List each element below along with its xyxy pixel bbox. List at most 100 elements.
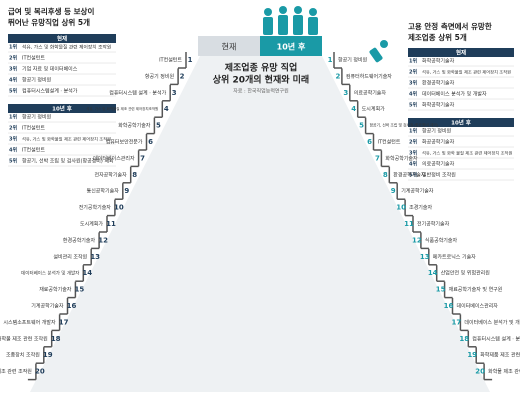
item-name: 화공공학기술자 <box>422 139 455 146</box>
item-name: IT컨설턴트 <box>22 55 45 62</box>
item-rank: 1위 <box>9 44 17 51</box>
stair-rank: 3 <box>343 89 348 97</box>
item-rank: 4위 <box>9 147 17 154</box>
stair-job: 데이터베이스 분석가 및 개발자 <box>21 270 80 277</box>
stair-job: 컴퓨터시스템 설계 · 분석가 <box>472 335 520 342</box>
stair-rank: 18 <box>459 335 469 343</box>
stair-rank: 15 <box>75 286 85 294</box>
item-name: 화학공학기술자 <box>422 58 455 65</box>
stair-rank: 8 <box>383 171 388 179</box>
stair-job: 전기공학기술자 <box>79 204 112 211</box>
stair-rank: 14 <box>428 269 438 277</box>
stair-job: 기계공학기술자 <box>401 188 434 195</box>
stair-rank: 3 <box>172 89 177 97</box>
stair-job: IT컨설턴트 <box>159 57 182 64</box>
stair-rank: 15 <box>436 286 446 294</box>
stair-rank: 10 <box>114 204 124 212</box>
item-rank: 5위 <box>409 172 417 179</box>
stair-job: 화학제품 제조 관련 조작원 <box>0 368 32 375</box>
stair-job: 재료공학기술자 및 연구원 <box>449 286 503 293</box>
stair-job: 도시계획가 <box>80 221 103 228</box>
item-name: 항공기, 선박 조립 및 검사원(항공정비) 제외 <box>22 158 114 165</box>
stair-job: 컴퓨터보안전문가 <box>106 139 143 146</box>
stair-job: 항공기, 선박 조립 및 검사원(항공정비 제외) <box>370 123 439 128</box>
stair-job: 설비관리 조작원 <box>53 253 87 260</box>
stair-rank: 7 <box>140 154 145 162</box>
stair-job: 산업안전 및 위험관리원 <box>441 270 491 277</box>
stair-job: 환경공학기술자 <box>393 171 426 178</box>
item-rank: 2위 <box>9 55 17 62</box>
left-box-title1: 급여 및 복리후생 등 보상이 <box>8 6 94 16</box>
tab-now: 현재 <box>222 43 237 52</box>
item-name: 항공기 정비원 <box>422 128 452 135</box>
section-header: 현재 <box>57 34 67 42</box>
item-name: 석유, 가스 및 화학물질 제조 관련 제어장치 조작원 <box>22 136 111 143</box>
stair-job: 도시계획가 <box>362 106 385 113</box>
item-rank: 4위 <box>9 77 17 84</box>
stair-job: 화학공학기술자 <box>385 155 418 162</box>
stair-rank: 4 <box>164 105 169 113</box>
left-box-title2: 뛰어난 유망직업 상위 5개 <box>8 17 90 27</box>
item-name: 석유, 가스 및 화학물질 제조 관련 제어장치 조작원 <box>422 69 511 76</box>
center-area <box>30 56 490 392</box>
tab-future: 10년 후 <box>277 42 306 52</box>
title-line2: 상위 20개의 현재와 미래 <box>213 74 309 86</box>
source: 자료 : 한국직업능력연구원 <box>233 88 289 95</box>
falling-person-icon <box>369 40 388 63</box>
stair-job: 조종장치 조작원 <box>6 352 40 359</box>
item-rank: 3위 <box>409 80 417 87</box>
tab-future-bg <box>260 36 322 56</box>
item-name: 화학공학기술자 <box>422 102 455 109</box>
stair-rank: 16 <box>67 302 77 310</box>
stair-rank: 8 <box>132 171 137 179</box>
stair-job: 재료공학기술자 <box>39 286 72 293</box>
item-name: 의료공학기술자 <box>422 161 455 168</box>
right-box-title2: 제조업종 상위 5개 <box>408 32 467 42</box>
stair-rank: 11 <box>106 220 116 228</box>
stair-job: 데이터베이스관리자 <box>93 155 135 162</box>
stair-job: 데이터베이스관리자 <box>457 303 499 310</box>
item-rank: 1위 <box>9 114 17 121</box>
stair-job: 화학물 제조 관련 조작원 <box>488 368 520 375</box>
section-header-bg <box>8 104 116 113</box>
stair-rank: 6 <box>367 138 372 146</box>
item-rank: 3위 <box>409 150 417 157</box>
item-rank: 2위 <box>409 69 417 76</box>
item-name: 컴퓨터시스템설계 · 분석가 <box>22 88 78 95</box>
stair-job: 시스템소프트웨어 개발자 <box>3 319 56 326</box>
item-name: 기업 자료 및 데이터베이스 <box>22 66 78 73</box>
item-rank: 1위 <box>409 58 417 65</box>
stair-rank: 11 <box>404 220 414 228</box>
item-rank: 2위 <box>9 125 17 132</box>
item-rank: 5위 <box>409 102 417 109</box>
stair-job: 항공기 정비원 <box>145 73 175 80</box>
item-rank: 5위 <box>9 88 17 95</box>
item-name: 일반정비 조작원 <box>422 172 456 179</box>
stair-job: 조경기술자 <box>409 204 432 211</box>
stair-job: 화학제품 제조 관련 조작원 <box>480 352 520 359</box>
stair-rank: 20 <box>35 368 45 376</box>
stair-rank: 20 <box>475 368 485 376</box>
stair-rank: 7 <box>375 154 380 162</box>
item-rank: 1위 <box>409 128 417 135</box>
stair-rank: 2 <box>335 72 340 80</box>
right-box-title1: 고용 안정 측면에서 유망한 <box>408 21 492 31</box>
item-rank: 4위 <box>409 161 417 168</box>
stair-job: 의료공학기술자 <box>354 89 387 96</box>
tab-now-bg <box>198 36 260 56</box>
stair-rank: 6 <box>148 138 153 146</box>
stair-job: 컴퓨터하드웨어기술자 <box>346 73 392 80</box>
item-name: 데이터베이스 분석가 및 개발자 <box>422 91 487 98</box>
section-header-bg <box>408 48 514 57</box>
item-name: 환경공학기술자 <box>422 80 455 87</box>
stair-job: 기계공학기술자 <box>31 303 64 310</box>
stair-rank: 13 <box>90 253 100 261</box>
section-header: 현재 <box>456 48 466 56</box>
stair-rank: 1 <box>328 56 333 64</box>
section-header-bg <box>408 118 514 127</box>
stair-rank: 1 <box>188 56 193 64</box>
stair-rank: 2 <box>180 72 185 80</box>
section-header: 10년 후 <box>451 118 471 126</box>
section-header-bg <box>8 34 116 43</box>
section-header: 10년 후 <box>52 104 72 112</box>
